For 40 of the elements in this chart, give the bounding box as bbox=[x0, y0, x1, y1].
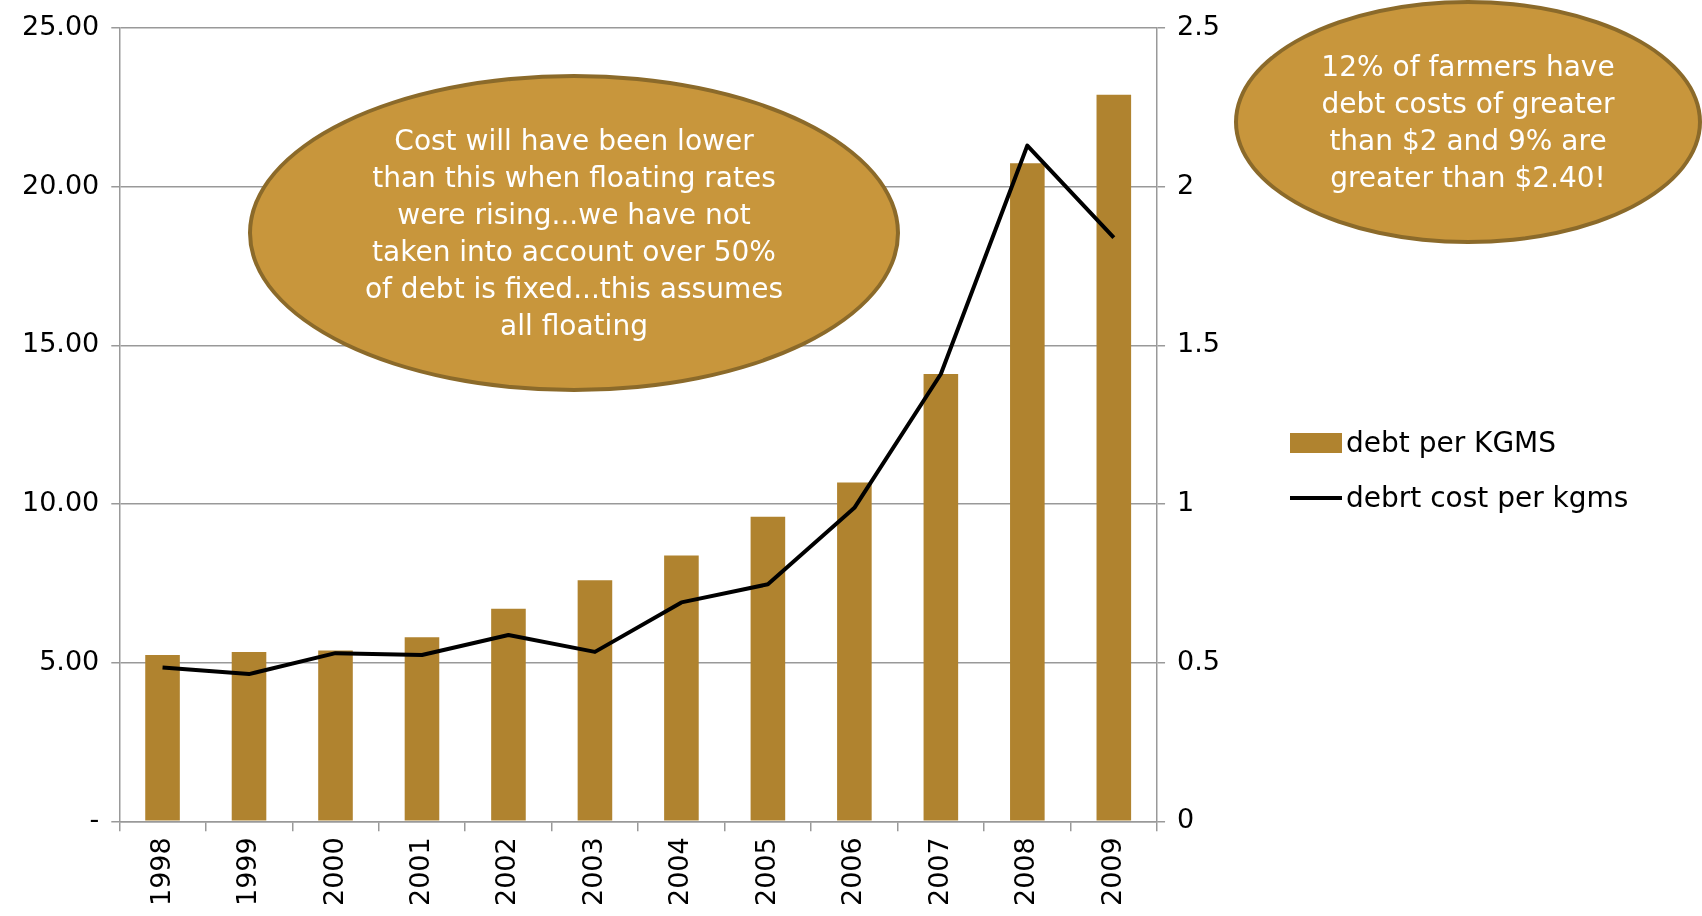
bar bbox=[231, 651, 267, 821]
y2-tick-label: 1.5 bbox=[1177, 327, 1221, 359]
x-tick-label: 2004 bbox=[663, 837, 695, 907]
bar bbox=[664, 555, 699, 821]
y-tick-label: 15.00 bbox=[22, 327, 100, 359]
y2-tick-label: 2.5 bbox=[1177, 10, 1221, 42]
oval-callout: Cost will have been lower than this when floating rates were rising...we have not taken into account over 50% of debt is fixed...this assumes all floating bbox=[248, 74, 900, 392]
x-tick-label: 2000 bbox=[317, 837, 349, 907]
x-tick-label: 2007 bbox=[922, 837, 954, 907]
y2-tick-label: 1 bbox=[1177, 486, 1195, 518]
bar bbox=[491, 608, 526, 821]
x-tick-label: 2006 bbox=[836, 837, 868, 907]
y-tick-label: 10.00 bbox=[22, 486, 100, 518]
x-tick-label: 2003 bbox=[576, 837, 608, 907]
bar bbox=[837, 482, 872, 821]
y2-tick-label: 0 bbox=[1177, 803, 1195, 835]
bar bbox=[404, 637, 440, 821]
y-tick-label: 20.00 bbox=[22, 168, 100, 200]
y-tick-label: 25.00 bbox=[22, 10, 100, 42]
legend-label: debrt cost per kgms bbox=[1346, 481, 1629, 514]
bar bbox=[318, 650, 353, 821]
y2-tick-label: 0.5 bbox=[1177, 644, 1221, 676]
bar bbox=[750, 516, 786, 821]
x-tick-label: 1998 bbox=[144, 837, 176, 907]
x-tick-label: 2002 bbox=[490, 837, 522, 907]
y-tick-label: 5.00 bbox=[39, 644, 100, 676]
bar bbox=[145, 655, 180, 821]
y-tick-label: - bbox=[89, 803, 100, 835]
y2-tick-label: 2 bbox=[1177, 168, 1195, 200]
x-tick-label: 2009 bbox=[1095, 837, 1127, 907]
bar bbox=[1010, 163, 1045, 821]
x-tick-label: 2005 bbox=[749, 837, 781, 907]
bar bbox=[923, 373, 959, 821]
bar bbox=[577, 580, 613, 821]
x-tick-label: 1999 bbox=[231, 837, 263, 907]
bar bbox=[1096, 94, 1132, 821]
legend-label: debt per KGMS bbox=[1346, 426, 1557, 459]
x-tick-label: 2001 bbox=[403, 837, 435, 907]
oval-callout: 12% of farmers have debt costs of greater than $2 and 9% are greater than $2.40! bbox=[1234, 0, 1702, 244]
x-tick-label: 2008 bbox=[1009, 837, 1041, 907]
